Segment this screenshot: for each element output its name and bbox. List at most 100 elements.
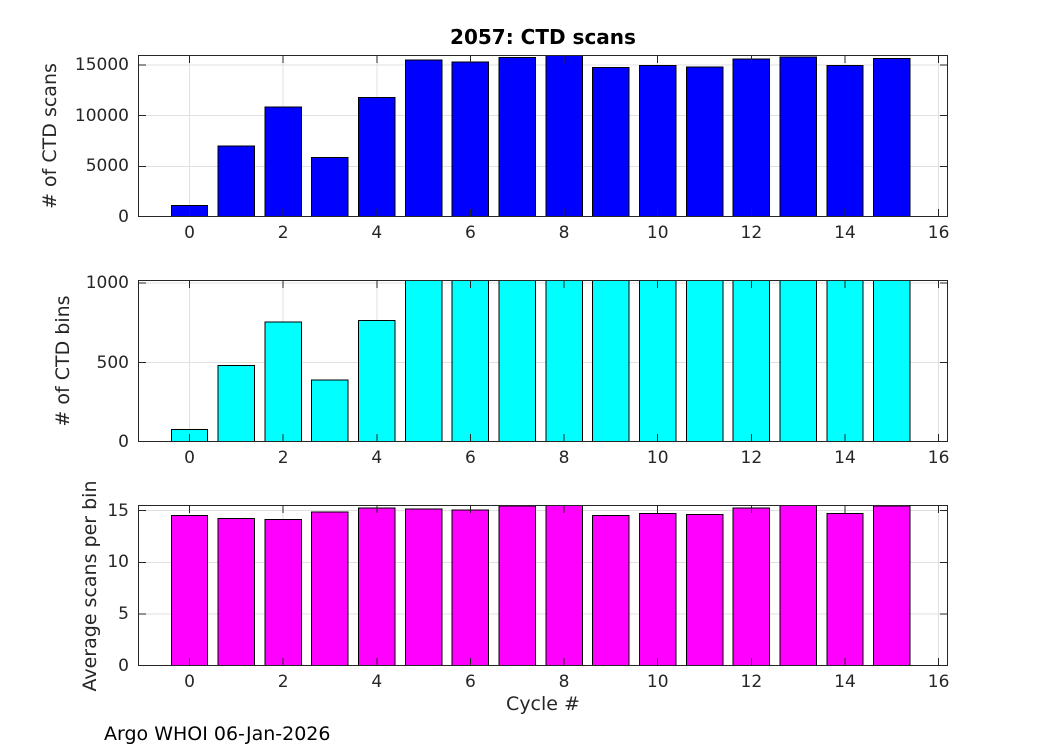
x-tick-label: 4 — [371, 672, 383, 692]
x-tick-label: 8 — [558, 672, 570, 692]
y-tick-label: 1000 — [85, 273, 129, 294]
axes-0 — [138, 55, 948, 217]
x-tick-label: 2 — [277, 223, 289, 243]
bar-cycle-8 — [545, 55, 583, 217]
bar-cycle-0 — [170, 514, 209, 666]
bar-cycle-1 — [217, 517, 256, 666]
y-tick-label: 5000 — [85, 156, 129, 177]
bar-cycle-9 — [592, 280, 630, 442]
x-tick-label: 12 — [740, 672, 763, 692]
bar-cycle-11 — [685, 513, 724, 666]
bar-cycle-15 — [873, 505, 911, 666]
bar-cycle-1 — [217, 364, 256, 442]
bar-cycle-9 — [592, 514, 630, 666]
bar-cycle-14 — [826, 512, 864, 666]
x-tick-label: 6 — [465, 672, 476, 692]
bar-cycle-15 — [873, 57, 911, 217]
x-tick-label: 10 — [646, 672, 669, 692]
x-tick-label: 0 — [184, 448, 195, 468]
bar-cycle-6 — [451, 280, 490, 442]
axes-box — [138, 280, 948, 442]
axes-2 — [138, 505, 948, 666]
y-tick-label: 15 — [107, 500, 129, 521]
y-tick-label: 500 — [96, 352, 129, 373]
x-tick-label: 14 — [834, 672, 856, 692]
figure-annotation: Argo WHOI 06-Jan-2026 — [104, 723, 331, 745]
plot-avg-scans-per-bin — [138, 505, 948, 666]
x-tick-label: 4 — [371, 223, 383, 243]
bar-cycle-10 — [638, 65, 677, 217]
bar-cycle-14 — [826, 280, 864, 442]
x-tick-label: 2 — [277, 672, 289, 692]
bar-cycle-1 — [217, 145, 256, 217]
bar-cycle-4 — [358, 507, 396, 666]
y-tick-label: 10000 — [74, 105, 129, 126]
bar-cycle-9 — [592, 66, 630, 217]
ylabel-avg-scans-per-bin: Average scans per bin — [79, 480, 101, 692]
axes-box — [138, 55, 948, 217]
x-tick-label: 0 — [184, 223, 195, 243]
bar-cycle-6 — [451, 509, 490, 666]
x-tick-label: 6 — [465, 448, 476, 468]
y-tick-label: 5 — [118, 604, 129, 625]
x-tick-label: 10 — [646, 223, 669, 243]
y-tick-label: 0 — [118, 432, 129, 452]
bar-cycle-11 — [685, 66, 724, 217]
bar-cycle-7 — [498, 57, 536, 217]
bar-cycle-4 — [358, 319, 396, 442]
x-tick-label: 16 — [927, 223, 950, 243]
x-tick-label: 14 — [834, 223, 856, 243]
bar-cycle-13 — [779, 280, 817, 442]
y-tick-label: 10 — [107, 552, 129, 573]
bar-cycle-8 — [545, 280, 583, 442]
plot-ctd-scans — [138, 55, 948, 217]
bar-cycle-10 — [638, 512, 677, 666]
bar-cycle-8 — [545, 505, 583, 666]
bar-cycle-12 — [732, 280, 771, 442]
bar-cycle-3 — [311, 157, 349, 217]
x-tick-label: 16 — [927, 448, 950, 468]
axes-box — [138, 505, 948, 666]
bar-cycle-5 — [404, 508, 443, 666]
x-tick-label: 2 — [277, 448, 289, 468]
x-tick-label: 6 — [465, 223, 476, 243]
y-tick-label: 0 — [118, 207, 129, 227]
bar-cycle-13 — [779, 505, 817, 666]
bar-cycle-12 — [732, 507, 771, 666]
x-tick-label: 14 — [834, 448, 856, 468]
bar-cycle-13 — [779, 56, 817, 217]
bar-cycle-5 — [404, 280, 443, 442]
xlabel-cycle-number: Cycle # — [506, 693, 580, 715]
bar-cycle-4 — [358, 96, 396, 217]
bar-cycle-2 — [264, 106, 302, 217]
x-tick-label: 4 — [371, 448, 383, 468]
x-tick-label: 0 — [184, 672, 195, 692]
bar-cycle-2 — [264, 321, 302, 442]
axes-1 — [138, 280, 948, 442]
y-tick-label: 0 — [118, 656, 129, 676]
bar-cycle-10 — [638, 280, 677, 442]
bar-cycle-6 — [451, 61, 490, 217]
x-tick-label: 12 — [740, 223, 763, 243]
figure-title: 2057: CTD scans — [450, 25, 636, 49]
x-tick-label: 16 — [927, 672, 950, 692]
x-tick-label: 8 — [558, 448, 570, 468]
y-tick-label: 15000 — [74, 54, 129, 75]
bar-cycle-15 — [873, 280, 911, 442]
bar-cycle-3 — [311, 379, 349, 442]
bar-cycle-14 — [826, 64, 864, 217]
x-tick-label: 10 — [646, 448, 669, 468]
plot-ctd-bins — [138, 280, 948, 442]
x-tick-label: 8 — [558, 223, 570, 243]
x-tick-label: 12 — [740, 448, 763, 468]
bar-cycle-5 — [404, 59, 443, 217]
ylabel-ctd-bins: # of CTD bins — [52, 295, 74, 427]
bar-cycle-7 — [498, 505, 536, 666]
bar-cycle-3 — [311, 511, 349, 666]
bar-cycle-12 — [732, 58, 771, 217]
bar-cycle-11 — [685, 280, 724, 442]
bar-cycle-7 — [498, 280, 536, 442]
ylabel-ctd-scans: # of CTD scans — [39, 63, 61, 209]
bar-cycle-2 — [264, 518, 302, 666]
